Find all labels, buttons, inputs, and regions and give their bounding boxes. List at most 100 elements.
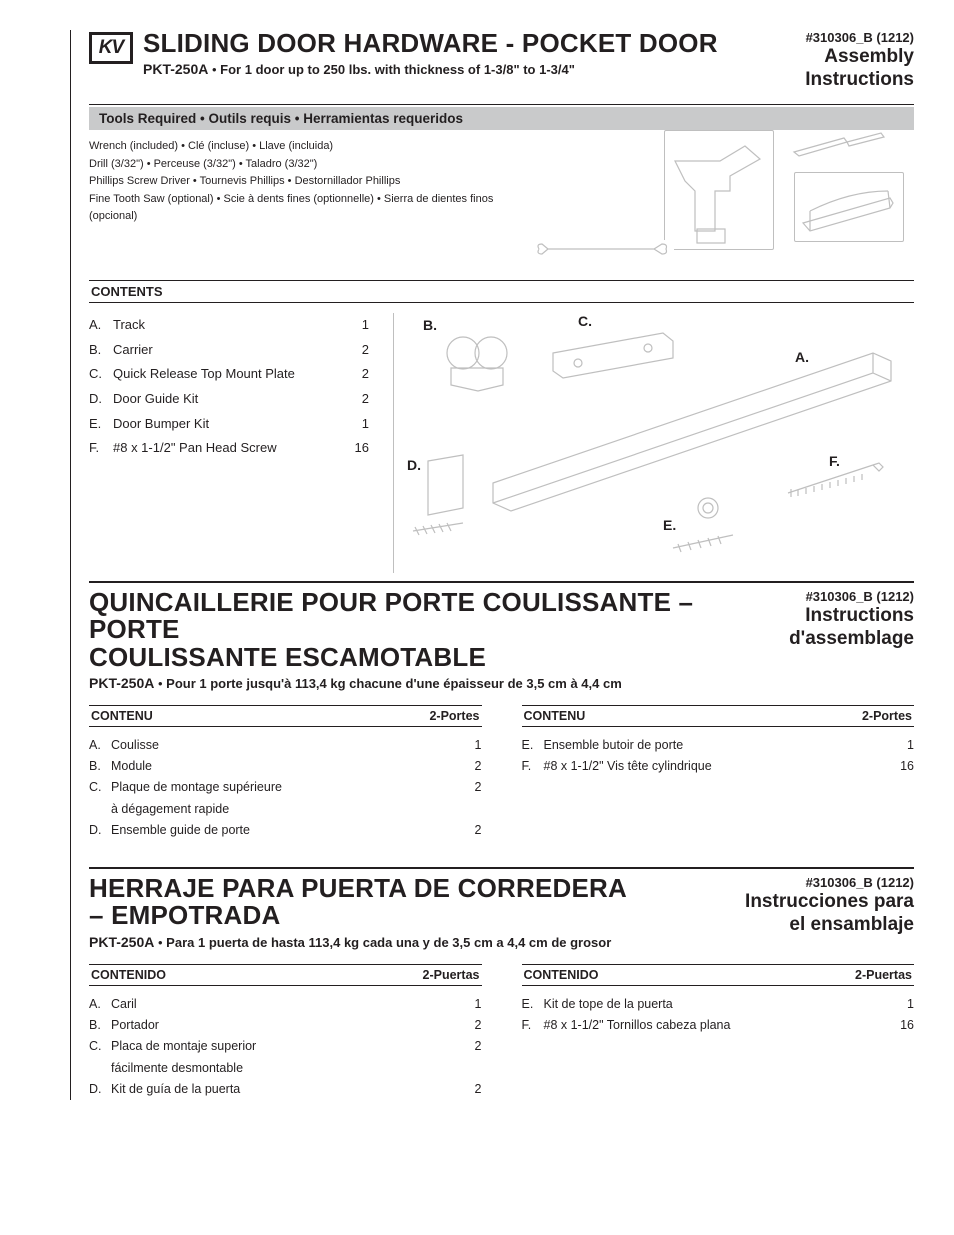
part-label-f: F. xyxy=(829,453,840,469)
content-name: Ensemble guide de porte xyxy=(111,820,452,841)
content-letter: C. xyxy=(89,362,113,387)
col-heading-es: 2-Puertas xyxy=(855,968,912,982)
col-left-es: CONTENIDO 2-Puertas A.Caril1 B.Portador2… xyxy=(89,964,482,1100)
col-left-fr: CONTENU 2-Portes A.Coulisse1 B.Module2 C… xyxy=(89,705,482,841)
model-en: PKT-250A xyxy=(143,61,208,77)
contents-heading-es: CONTENIDO xyxy=(91,968,166,982)
content-name: Kit de tope de la puerta xyxy=(544,994,885,1015)
title-block-fr: QUINCAILLERIE POUR PORTE COULISSANTE – P… xyxy=(89,589,789,691)
content-letter: C. xyxy=(89,1036,111,1057)
assembly-line2-fr: d'assemblage xyxy=(789,629,914,650)
content-qty: 2 xyxy=(452,777,482,798)
divider-heavy xyxy=(89,581,914,583)
main-title-en: SLIDING DOOR HARDWARE - POCKET DOOR xyxy=(143,30,718,57)
drill-icon xyxy=(664,130,774,250)
assembly-line2-en: Instructions xyxy=(805,70,914,91)
contents-list-en: A.Track1 B.Carrier2 C.Quick Release Top … xyxy=(89,313,369,461)
content-row: F.#8 x 1-1/2" Pan Head Screw16 xyxy=(89,436,369,461)
content-letter: F. xyxy=(522,756,544,777)
content-qty: 2 xyxy=(339,338,369,363)
content-qty: 1 xyxy=(339,412,369,437)
content-letter: D. xyxy=(89,1079,111,1100)
content-letter: F. xyxy=(89,436,113,461)
contents-bar-fr-r: CONTENU 2-Portes xyxy=(522,705,915,727)
subtitle-en: PKT-250A • For 1 door up to 250 lbs. wit… xyxy=(143,61,718,77)
content-qty: 1 xyxy=(452,994,482,1015)
subtitle-es: PKT-250A • Para 1 puerta de hasta 113,4 … xyxy=(89,934,627,950)
subtitle-text-fr: Pour 1 porte jusqu'à 113,4 kg chacune d'… xyxy=(166,676,622,691)
content-qty: 1 xyxy=(884,994,914,1015)
mini-list-fr-l: A.Coulisse1 B.Module2 C.Plaque de montag… xyxy=(89,735,482,841)
part-label-b: B. xyxy=(423,317,437,333)
content-name: Plaque de montage supérieure xyxy=(111,777,452,798)
part-label-c: C. xyxy=(578,313,592,329)
content-row: B.Module2 xyxy=(89,756,482,777)
tool-line: Phillips Screw Driver • Tournevis Philli… xyxy=(89,173,522,191)
contents-flex-en: A.Track1 B.Carrier2 C.Quick Release Top … xyxy=(89,313,914,573)
content-name: Quick Release Top Mount Plate xyxy=(113,362,339,387)
parts-illustration: B. C. A. D. E. F. xyxy=(393,313,914,573)
contents-heading-fr: CONTENU xyxy=(91,709,153,723)
screwdriver-icon xyxy=(789,130,889,160)
mini-list-fr-r: E.Ensemble butoir de porte1 F.#8 x 1-1/2… xyxy=(522,735,915,778)
content-row: B.Portador2 xyxy=(89,1015,482,1036)
content-name: Portador xyxy=(111,1015,452,1036)
doc-number: #310306_B (1212) xyxy=(805,30,914,45)
tools-section: Wrench (included) • Clé (incluse) • Llav… xyxy=(89,130,914,270)
content-qty: 2 xyxy=(452,1015,482,1036)
hacksaw-icon xyxy=(794,172,904,242)
main-title-es-1: HERRAJE PARA PUERTA DE CORREDERA xyxy=(89,875,627,902)
content-qty: 16 xyxy=(339,436,369,461)
content-row-cont: fácilmente desmontable xyxy=(89,1058,482,1079)
assembly-line2-es: el ensamblaje xyxy=(745,915,914,936)
content-row: E.Door Bumper Kit1 xyxy=(89,412,369,437)
subtitle-text-en: For 1 door up to 250 lbs. with thickness… xyxy=(220,62,575,77)
col-right-es: CONTENIDO 2-Puertas E.Kit de tope de la … xyxy=(522,964,915,1100)
content-letter: E. xyxy=(89,412,113,437)
content-letter: D. xyxy=(89,387,113,412)
contents-bar-es-r: CONTENIDO 2-Puertas xyxy=(522,964,915,986)
subtitle-text-es: Para 1 puerta de hasta 113,4 kg cada una… xyxy=(166,935,611,950)
assembly-line1-en: Assembly xyxy=(805,47,914,68)
tool-line: Fine Tooth Saw (optional) • Scie à dents… xyxy=(89,191,522,226)
content-row: A.Coulisse1 xyxy=(89,735,482,756)
content-row: F.#8 x 1-1/2" Vis tête cylindrique16 xyxy=(522,756,915,777)
content-row: D.Kit de guía de la puerta2 xyxy=(89,1079,482,1100)
content-letter: D. xyxy=(89,820,111,841)
content-row: C.Quick Release Top Mount Plate2 xyxy=(89,362,369,387)
contents-heading-es: CONTENIDO xyxy=(524,968,599,982)
content-name: Kit de guía de la puerta xyxy=(111,1079,452,1100)
content-qty: 1 xyxy=(452,735,482,756)
content-row: A.Caril1 xyxy=(89,994,482,1015)
contents-section-en: CONTENTS A.Track1 B.Carrier2 C.Quick Rel… xyxy=(89,280,914,573)
content-name: Caril xyxy=(111,994,452,1015)
content-name: #8 x 1-1/2" Pan Head Screw xyxy=(113,436,339,461)
illus-divider xyxy=(393,313,394,573)
content-row: C.Plaque de montage supérieure2 xyxy=(89,777,482,798)
main-title-fr-2: COULISSANTE ESCAMOTABLE xyxy=(89,644,789,671)
content-name: #8 x 1-1/2" Tornillos cabeza plana xyxy=(544,1015,885,1036)
content-name: Module xyxy=(111,756,452,777)
content-letter: B. xyxy=(89,338,113,363)
assembly-line1-fr: Instructions xyxy=(789,606,914,627)
contents-fr: CONTENU 2-Portes A.Coulisse1 B.Module2 C… xyxy=(89,705,914,841)
page-frame: KV SLIDING DOOR HARDWARE - POCKET DOOR P… xyxy=(70,30,914,1100)
subtitle-fr: PKT-250A • Pour 1 porte jusqu'à 113,4 kg… xyxy=(89,675,789,691)
tools-text-list: Wrench (included) • Clé (incluse) • Llav… xyxy=(89,130,522,226)
content-qty: 2 xyxy=(452,1079,482,1100)
contents-es: CONTENIDO 2-Puertas A.Caril1 B.Portador2… xyxy=(89,964,914,1100)
content-qty: 1 xyxy=(884,735,914,756)
model-fr: PKT-250A xyxy=(89,675,154,691)
content-letter: F. xyxy=(522,1015,544,1036)
title-block-es: HERRAJE PARA PUERTA DE CORREDERA – EMPOT… xyxy=(89,875,627,950)
bullet: • xyxy=(212,62,217,77)
tools-heading-bar: Tools Required • Outils requis • Herrami… xyxy=(89,107,914,130)
header-left: KV SLIDING DOOR HARDWARE - POCKET DOOR P… xyxy=(89,30,718,77)
content-row: D.Ensemble guide de porte2 xyxy=(89,820,482,841)
content-letter: A. xyxy=(89,313,113,338)
content-row: A.Track1 xyxy=(89,313,369,338)
wrench-icon xyxy=(534,240,674,258)
content-row: E.Ensemble butoir de porte1 xyxy=(522,735,915,756)
mini-list-es-l: A.Caril1 B.Portador2 C.Placa de montaje … xyxy=(89,994,482,1100)
content-letter: B. xyxy=(89,756,111,777)
